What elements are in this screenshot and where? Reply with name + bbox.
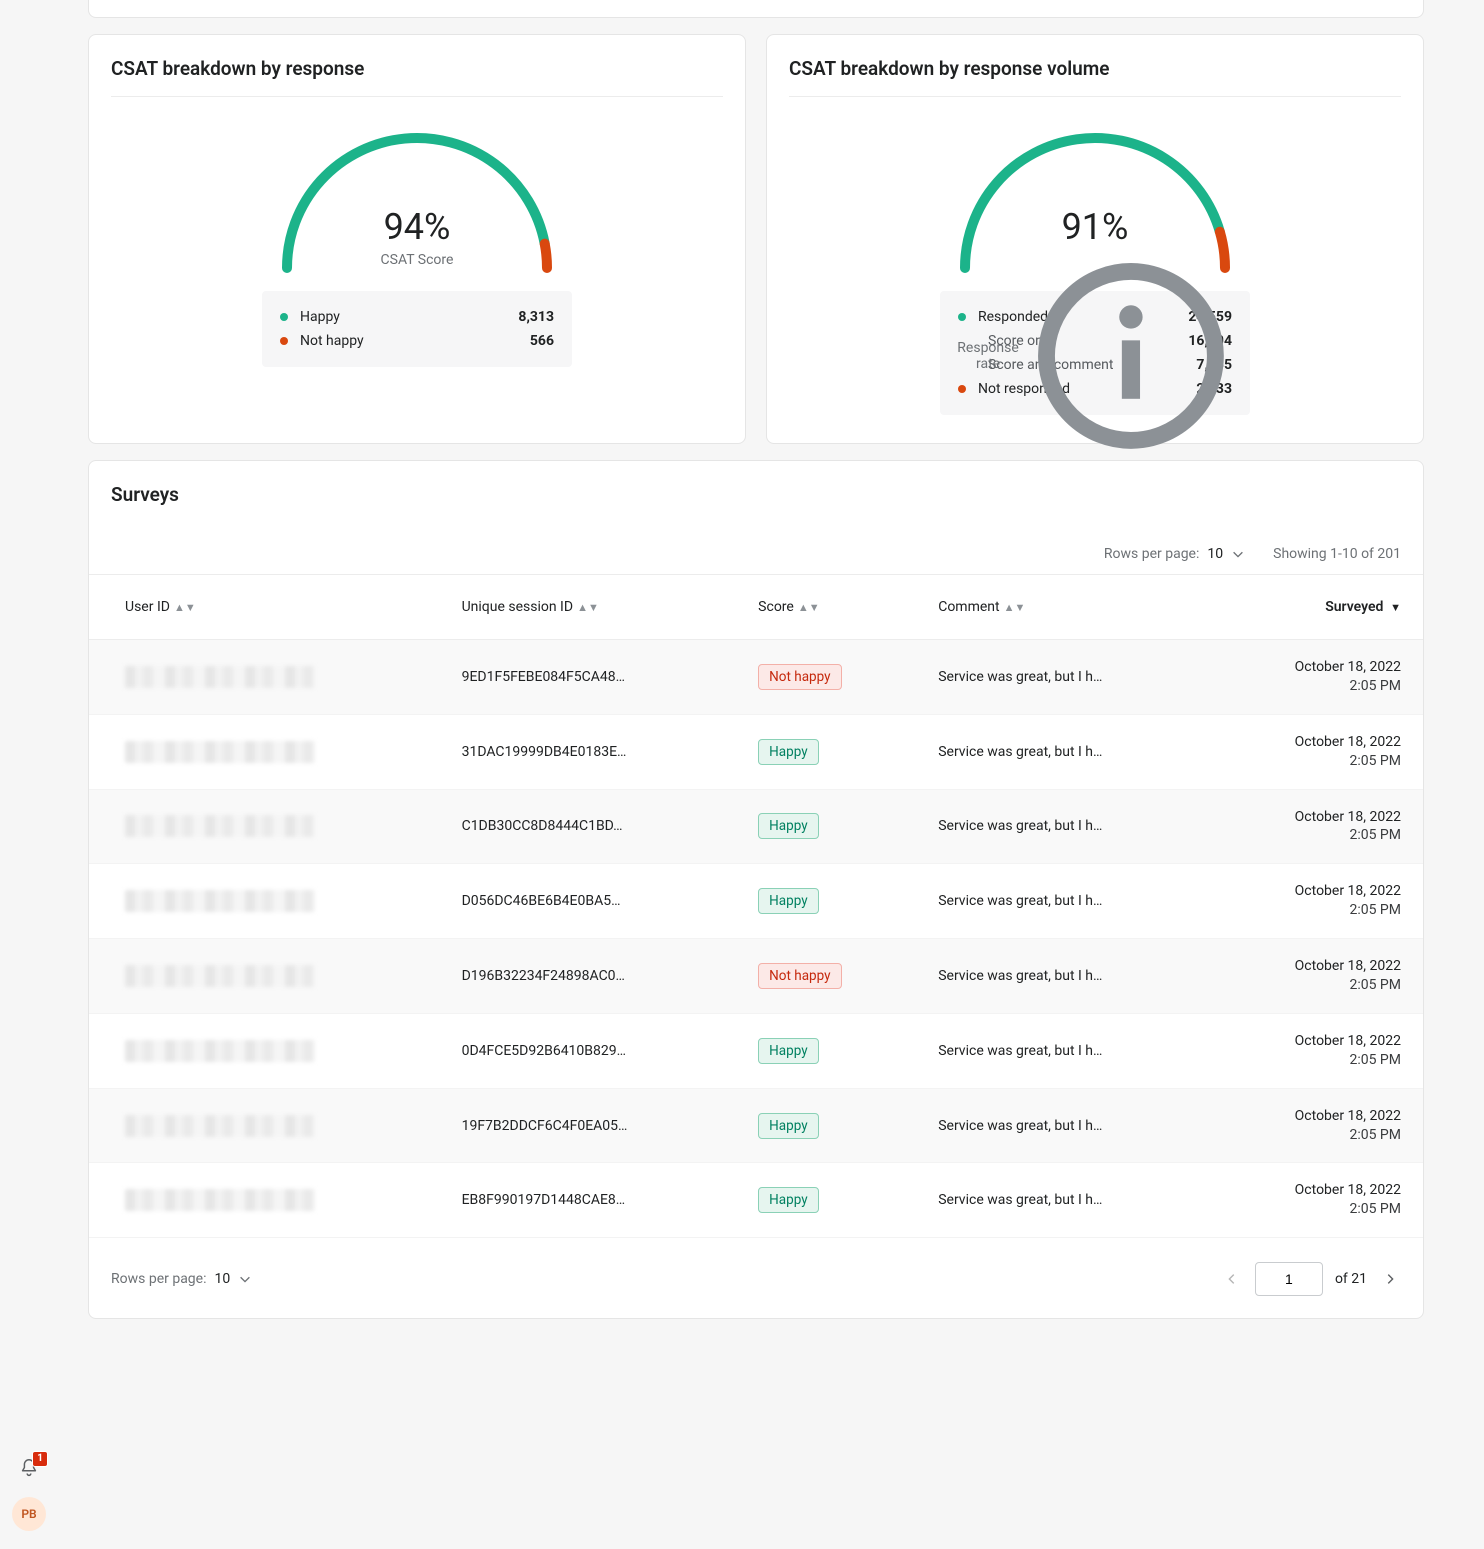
comment-cell: Service was great, but I h… bbox=[916, 789, 1210, 864]
csat-response-gauge: 94% CSAT Score bbox=[277, 113, 557, 273]
previous-card-bottom bbox=[88, 0, 1424, 18]
csat-response-label: CSAT Score bbox=[381, 252, 454, 268]
table-row[interactable]: D056DC46BE6B4E0BA5… Happy Service was grea… bbox=[89, 864, 1423, 939]
col-session-id[interactable]: Unique session ID▲▼ bbox=[440, 575, 737, 640]
sort-desc-icon: ▼ bbox=[1387, 601, 1401, 614]
score-badge: Happy bbox=[758, 1113, 818, 1139]
surveyed-cell: October 18, 20222:05 PM bbox=[1210, 1088, 1423, 1163]
showing-count: Showing 1-10 of 201 bbox=[1273, 546, 1401, 562]
comment-cell: Service was great, but I h… bbox=[916, 939, 1210, 1014]
comment-cell: Service was great, but I h… bbox=[916, 714, 1210, 789]
table-row[interactable]: C1DB30CC8D8444C1BD… Happy Service was grea… bbox=[89, 789, 1423, 864]
pager: of 21 bbox=[1221, 1262, 1401, 1296]
col-user-id[interactable]: User ID▲▼ bbox=[89, 575, 440, 640]
csat-response-legend: Happy8,313Not happy566 bbox=[262, 291, 572, 367]
notification-count-badge: 1 bbox=[32, 1451, 48, 1467]
surveys-card: Surveys Rows per page: 10 Showing 1-10 o… bbox=[88, 460, 1424, 1319]
surveyed-cell: October 18, 20222:05 PM bbox=[1210, 939, 1423, 1014]
score-badge: Happy bbox=[758, 888, 818, 914]
csat-volume-card: CSAT breakdown by response volume 91% Re… bbox=[766, 34, 1424, 444]
table-header-row: User ID▲▼ Unique session ID▲▼ Score▲▼ Co… bbox=[89, 575, 1423, 640]
table-row[interactable]: 9ED1F5FEBE084F5CA48… Not happy Service was… bbox=[89, 640, 1423, 715]
surveyed-cell: October 18, 20222:05 PM bbox=[1210, 640, 1423, 715]
session-id-cell: EB8F990197D1448CAE8… bbox=[440, 1163, 737, 1238]
csat-volume-gauge: 91% Response rate bbox=[955, 113, 1235, 273]
user-id-redacted bbox=[125, 1040, 315, 1062]
rows-per-page-top[interactable]: Rows per page: 10 bbox=[1104, 546, 1245, 562]
rows-per-page-bottom[interactable]: Rows per page: 10 bbox=[111, 1271, 252, 1287]
legend-dot bbox=[280, 313, 288, 321]
col-comment[interactable]: Comment▲▼ bbox=[916, 575, 1210, 640]
avatar[interactable]: PB bbox=[12, 1497, 46, 1531]
surveys-table: User ID▲▼ Unique session ID▲▼ Score▲▼ Co… bbox=[89, 575, 1423, 1238]
surveyed-cell: October 18, 20222:05 PM bbox=[1210, 789, 1423, 864]
csat-response-title: CSAT breakdown by response bbox=[111, 57, 723, 97]
table-row[interactable]: 19F7B2DDCF6C4F0EA05… Happy Service was gre… bbox=[89, 1088, 1423, 1163]
comment-cell: Service was great, but I h… bbox=[916, 640, 1210, 715]
pager-of-label: of 21 bbox=[1335, 1271, 1367, 1287]
user-id-redacted bbox=[125, 815, 315, 837]
chevron-left-icon bbox=[1225, 1272, 1239, 1286]
csat-volume-label: Response rate bbox=[955, 340, 1021, 372]
col-surveyed[interactable]: Surveyed ▼ bbox=[1210, 575, 1423, 640]
pager-next-button[interactable] bbox=[1379, 1268, 1401, 1290]
sort-icon: ▲▼ bbox=[798, 601, 820, 614]
chevron-right-icon bbox=[1383, 1272, 1397, 1286]
surveyed-cell: October 18, 20222:05 PM bbox=[1210, 864, 1423, 939]
table-row[interactable]: 0D4FCE5D92B6410B829… Happy Service was gre… bbox=[89, 1013, 1423, 1088]
score-badge: Not happy bbox=[758, 963, 841, 989]
sort-icon: ▲▼ bbox=[1004, 601, 1026, 614]
comment-cell: Service was great, but I h… bbox=[916, 1163, 1210, 1238]
score-badge: Not happy bbox=[758, 664, 841, 690]
user-id-redacted bbox=[125, 890, 315, 912]
session-id-cell: C1DB30CC8D8444C1BD… bbox=[440, 789, 737, 864]
score-badge: Happy bbox=[758, 739, 818, 765]
user-id-redacted bbox=[125, 965, 315, 987]
csat-volume-percent: 91% bbox=[955, 206, 1235, 248]
session-id-cell: 31DAC19999DB4E0183E… bbox=[440, 714, 737, 789]
sort-icon: ▲▼ bbox=[174, 601, 196, 614]
session-id-cell: 19F7B2DDCF6C4F0EA05… bbox=[440, 1088, 737, 1163]
comment-cell: Service was great, but I h… bbox=[916, 1088, 1210, 1163]
user-id-redacted bbox=[125, 1189, 315, 1211]
surveyed-cell: October 18, 20222:05 PM bbox=[1210, 1013, 1423, 1088]
session-id-cell: D056DC46BE6B4E0BA5… bbox=[440, 864, 737, 939]
comment-cell: Service was great, but I h… bbox=[916, 1013, 1210, 1088]
legend-dot bbox=[280, 337, 288, 345]
csat-response-card: CSAT breakdown by response 94% CSAT Scor… bbox=[88, 34, 746, 444]
col-score[interactable]: Score▲▼ bbox=[736, 575, 916, 640]
user-id-redacted bbox=[125, 741, 315, 763]
pager-prev-button[interactable] bbox=[1221, 1268, 1243, 1290]
pager-page-input[interactable] bbox=[1255, 1262, 1323, 1296]
chevron-down-icon bbox=[1231, 547, 1245, 561]
surveyed-cell: October 18, 20222:05 PM bbox=[1210, 714, 1423, 789]
session-id-cell: D196B32234F24898AC0… bbox=[440, 939, 737, 1014]
notifications-button[interactable]: 1 bbox=[18, 1457, 40, 1483]
score-badge: Happy bbox=[758, 1038, 818, 1064]
user-id-redacted bbox=[125, 666, 315, 688]
user-id-redacted bbox=[125, 1115, 315, 1137]
comment-cell: Service was great, but I h… bbox=[916, 864, 1210, 939]
legend-row: Not happy566 bbox=[280, 329, 554, 353]
session-id-cell: 0D4FCE5D92B6410B829… bbox=[440, 1013, 737, 1088]
table-row[interactable]: EB8F990197D1448CAE8… Happy Service was gre… bbox=[89, 1163, 1423, 1238]
table-row[interactable]: D196B32234F24898AC0… Not happy Service was… bbox=[89, 939, 1423, 1014]
surveyed-cell: October 18, 20222:05 PM bbox=[1210, 1163, 1423, 1238]
chevron-down-icon bbox=[238, 1272, 252, 1286]
info-icon[interactable] bbox=[1027, 252, 1235, 460]
session-id-cell: 9ED1F5FEBE084F5CA48… bbox=[440, 640, 737, 715]
score-badge: Happy bbox=[758, 813, 818, 839]
csat-response-percent: 94% bbox=[277, 206, 557, 248]
sort-icon: ▲▼ bbox=[577, 601, 599, 614]
surveys-title: Surveys bbox=[89, 483, 1423, 546]
score-badge: Happy bbox=[758, 1187, 818, 1213]
table-row[interactable]: 31DAC19999DB4E0183E… Happy Service was gre… bbox=[89, 714, 1423, 789]
legend-row: Happy8,313 bbox=[280, 305, 554, 329]
csat-volume-title: CSAT breakdown by response volume bbox=[789, 57, 1401, 97]
